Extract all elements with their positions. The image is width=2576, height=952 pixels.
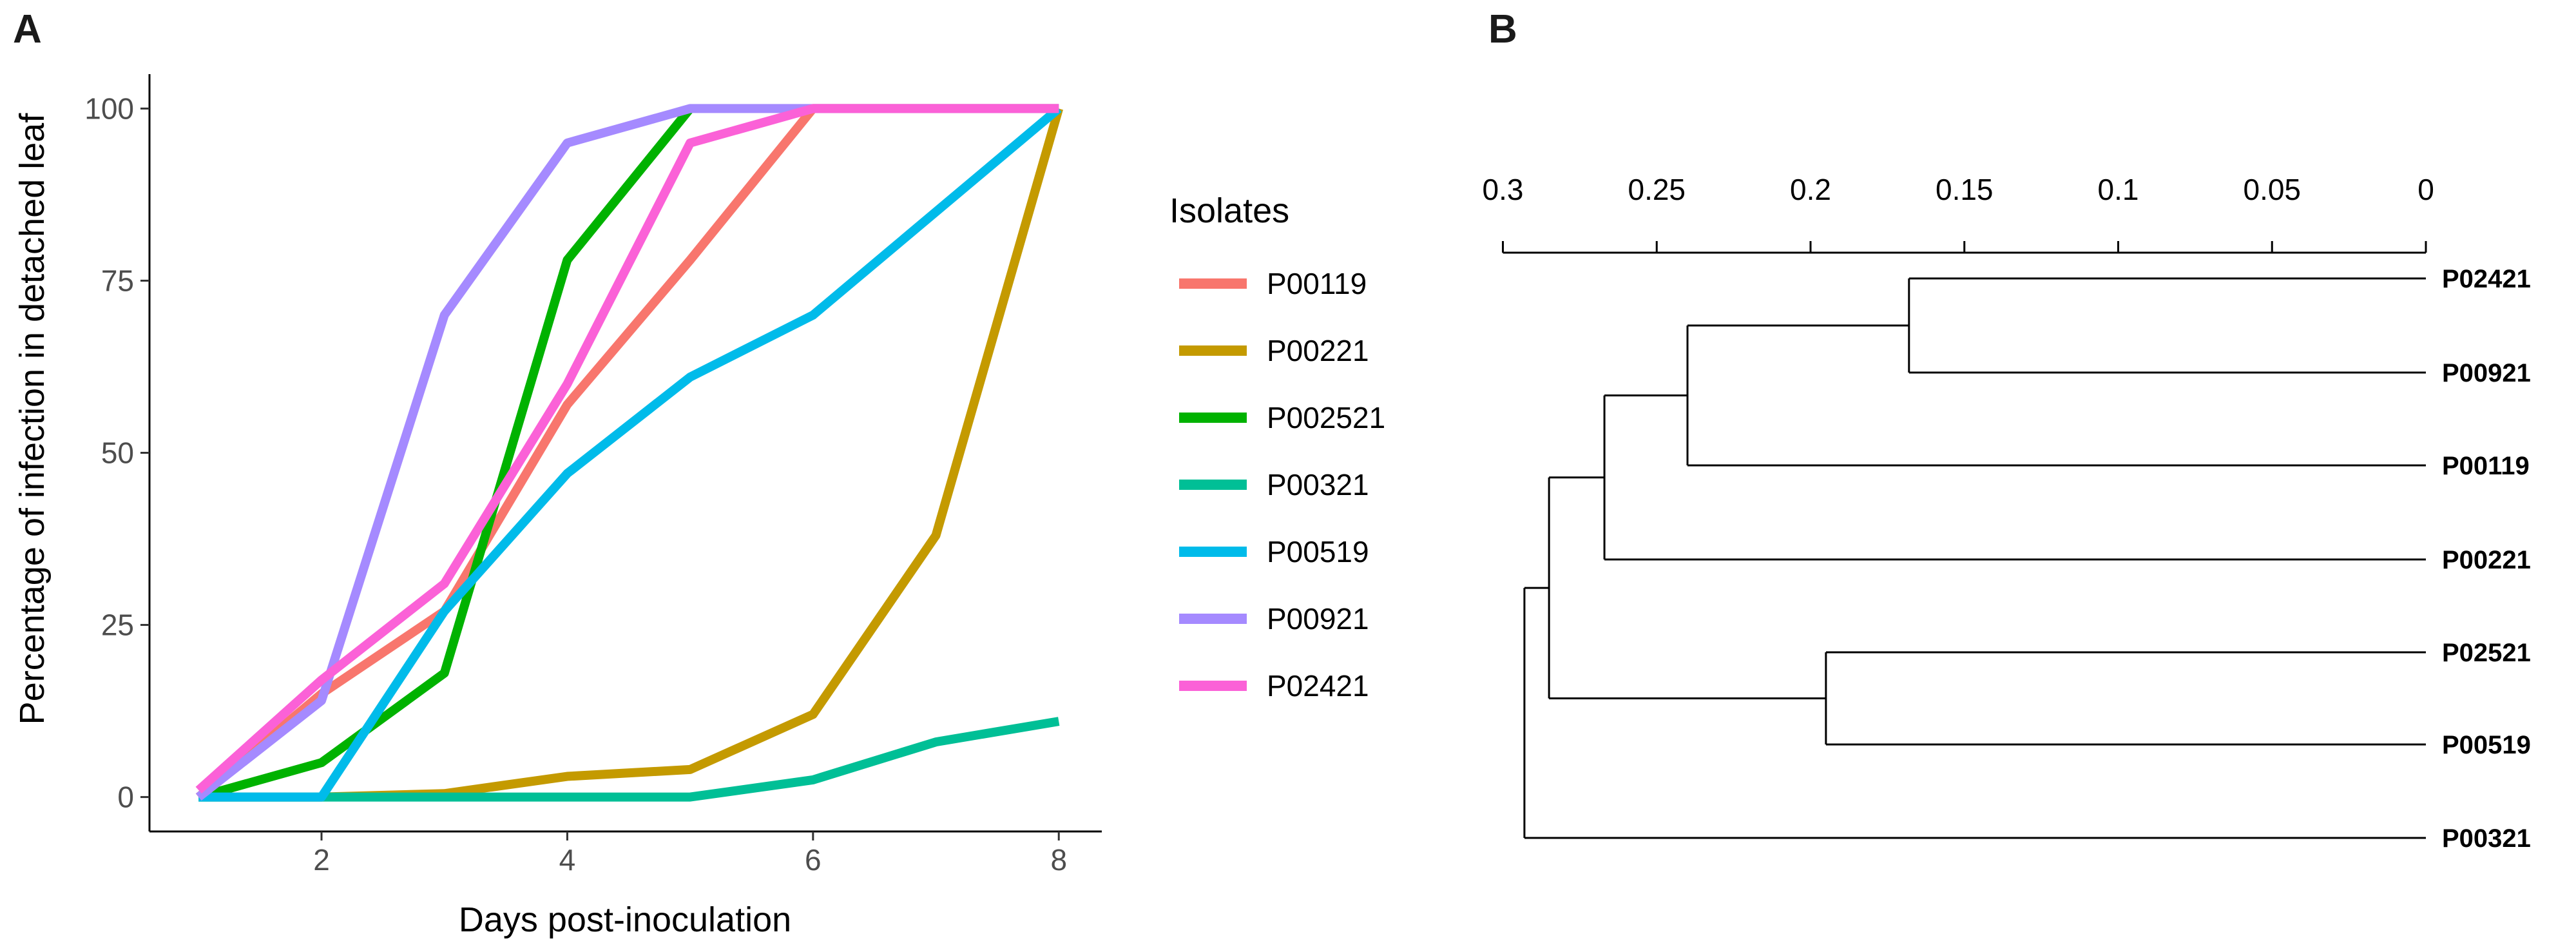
leaf-label: P00321 — [2442, 824, 2531, 853]
legend-label: P002521 — [1267, 401, 1385, 434]
scale-tick-label: 0.2 — [1790, 173, 1831, 206]
y-tick-label: 50 — [101, 436, 134, 470]
legend-item: P02421 — [1179, 669, 1369, 703]
scale-tick-label: 0.3 — [1483, 173, 1524, 206]
leaf-label: P02521 — [2442, 639, 2531, 667]
leaf-label: P00921 — [2442, 359, 2531, 387]
dendrogram-branch — [1825, 651, 2426, 746]
legend-item: P00921 — [1179, 602, 1369, 636]
legend-label: P00921 — [1267, 602, 1369, 636]
y-tick-label: 100 — [84, 92, 134, 125]
dendrogram-leaf-labels: P02421 P00921 P00119 P00221 P02521 P00519 P003… — [2442, 265, 2531, 853]
panel-label-a: A — [13, 7, 42, 52]
dendrogram-panel-b: 0.3 0.25 0.2 0.15 0.1 0.05 0 P02421 P00921 P0011… — [1483, 173, 2531, 853]
series-line-p002521 — [197, 105, 694, 802]
leaf-label: P00119 — [2442, 452, 2530, 480]
series-line-p02421 — [195, 104, 1059, 794]
dendrogram-branch — [1548, 476, 1826, 699]
legend-label: P00119 — [1267, 267, 1367, 300]
legend-title: Isolates — [1169, 191, 1289, 230]
x-tick-label: 4 — [559, 843, 576, 877]
series-line-p00519 — [198, 105, 1062, 802]
legend-label: P02421 — [1267, 669, 1369, 703]
legend-item: P00321 — [1179, 468, 1369, 501]
dendrogram-tree — [1523, 277, 2426, 839]
legend-item: P00221 — [1179, 334, 1369, 367]
scale-tick-label: 0.05 — [2243, 173, 2301, 206]
leaf-label: P02421 — [2442, 265, 2531, 293]
series-line-p00321 — [198, 717, 1060, 802]
line-chart-panel-a: 2 4 6 8 0 25 50 75 100 Days post-inoculation Per… — [13, 74, 1102, 939]
scale-tick-label: 0.25 — [1628, 173, 1686, 206]
y-tick-label: 25 — [101, 608, 134, 642]
y-tick-label: 75 — [101, 264, 134, 297]
x-tick-label: 8 — [1050, 843, 1067, 877]
legend: Isolates P00119 P00221 P002521 P00321 P00519… — [1169, 191, 1385, 703]
scale-tick-label: 0.1 — [2098, 173, 2139, 206]
dendrogram-branch — [1686, 324, 2426, 467]
x-tick-label: 6 — [805, 843, 822, 877]
legend-item: P002521 — [1179, 401, 1385, 434]
chart-ticks: 2 4 6 8 0 25 50 75 100 — [84, 92, 1067, 877]
chart-series-lines — [195, 104, 1063, 802]
legend-items: P00119 P00221 P002521 P00321 P00519 P00921 P02… — [1179, 267, 1385, 703]
leaf-label: P00221 — [2442, 546, 2531, 574]
dendrogram-scale-axis: 0.3 0.25 0.2 0.15 0.1 0.05 0 — [1483, 173, 2434, 254]
x-tick-label: 2 — [313, 843, 330, 877]
legend-item: P00519 — [1179, 535, 1369, 568]
legend-label: P00221 — [1267, 334, 1369, 367]
scale-tick-label: 0.15 — [1936, 173, 1994, 206]
legend-label: P00321 — [1267, 468, 1369, 501]
scale-tick-label: 0 — [2417, 173, 2434, 206]
leaf-label: P00519 — [2442, 731, 2531, 759]
dendrogram-branch — [1908, 277, 2426, 374]
dendrogram-branch — [1523, 587, 2426, 839]
dendrogram-branch — [1603, 394, 2426, 561]
y-tick-label: 0 — [117, 781, 134, 814]
panel-label-b: B — [1488, 7, 1517, 52]
legend-label: P00519 — [1267, 535, 1369, 568]
x-axis-title: Days post-inoculation — [459, 900, 791, 939]
y-axis-title: Percentage of infection in detached leaf — [13, 113, 52, 725]
legend-item: P00119 — [1179, 267, 1367, 300]
